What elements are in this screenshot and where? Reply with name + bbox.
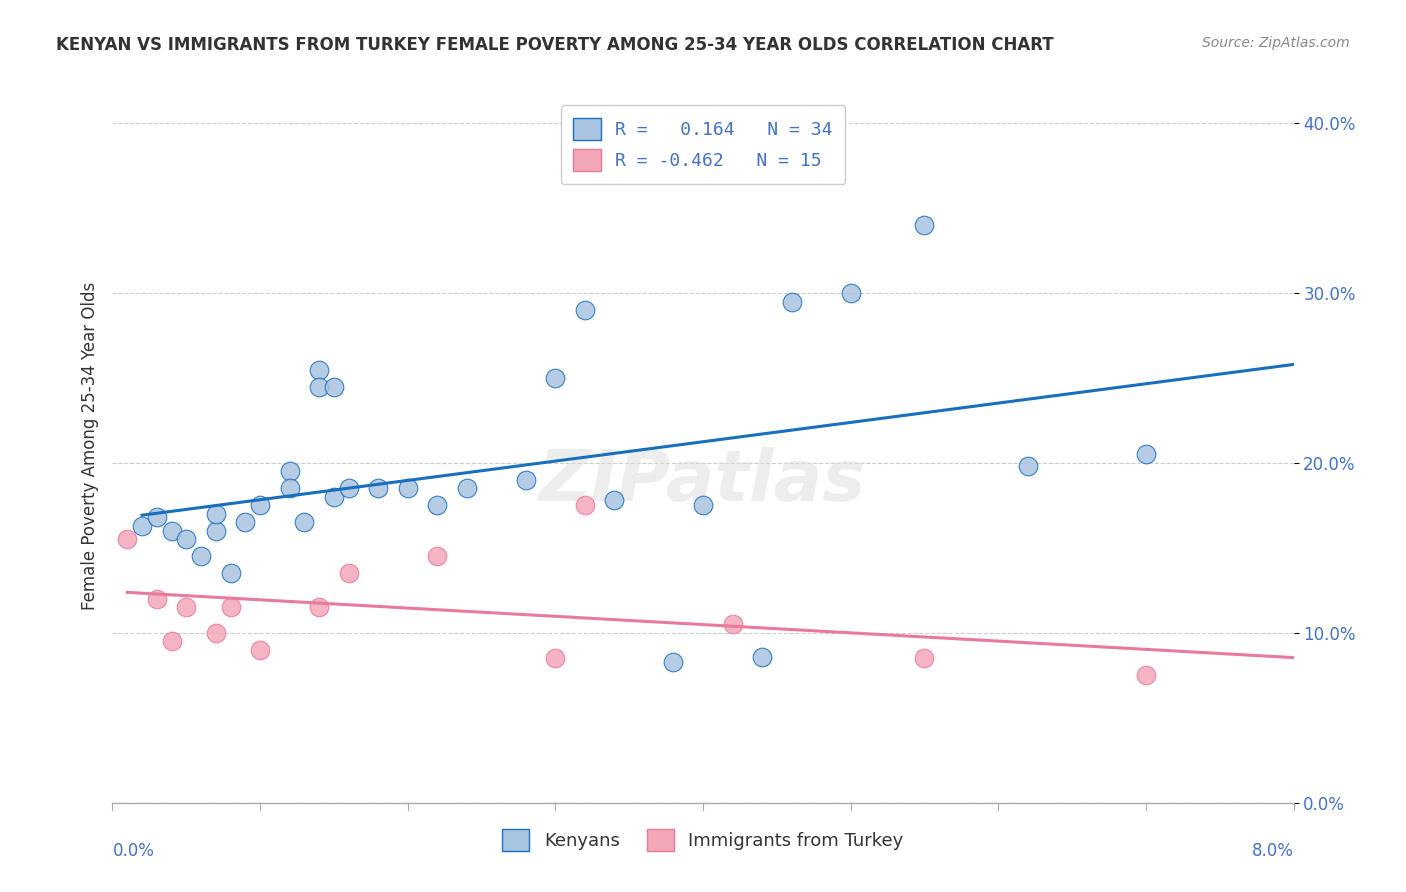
Point — [308, 362, 330, 376]
Point — [160, 524, 183, 538]
Point — [308, 379, 330, 393]
Point — [544, 371, 567, 385]
Point — [914, 651, 936, 665]
Point — [308, 600, 330, 615]
Point — [219, 566, 242, 581]
Point — [456, 482, 478, 496]
Point — [721, 617, 744, 632]
Point — [367, 482, 389, 496]
Text: KENYAN VS IMMIGRANTS FROM TURKEY FEMALE POVERTY AMONG 25-34 YEAR OLDS CORRELATIO: KENYAN VS IMMIGRANTS FROM TURKEY FEMALE … — [56, 36, 1054, 54]
Point — [117, 533, 138, 547]
Point — [146, 510, 169, 524]
Point — [249, 643, 271, 657]
Point — [780, 294, 803, 309]
Point — [544, 651, 567, 665]
Point — [190, 549, 212, 564]
Point — [292, 516, 315, 530]
Point — [603, 493, 626, 508]
Point — [323, 379, 346, 393]
Point — [1135, 668, 1157, 682]
Point — [337, 566, 360, 581]
Point — [1135, 448, 1157, 462]
Point — [426, 549, 449, 564]
Point — [396, 482, 419, 496]
Text: 0.0%: 0.0% — [112, 842, 155, 860]
Point — [205, 626, 228, 640]
Point — [205, 524, 228, 538]
Point — [233, 516, 256, 530]
Point — [131, 519, 153, 533]
Point — [205, 507, 228, 521]
Point — [692, 499, 714, 513]
Text: ZIPatlas: ZIPatlas — [540, 447, 866, 516]
Point — [146, 591, 169, 606]
Point — [914, 218, 936, 232]
Point — [574, 499, 596, 513]
Y-axis label: Female Poverty Among 25-34 Year Olds: Female Poverty Among 25-34 Year Olds — [80, 282, 98, 610]
Point — [426, 499, 449, 513]
Point — [515, 473, 537, 487]
Point — [662, 655, 685, 669]
Point — [337, 482, 360, 496]
Text: 8.0%: 8.0% — [1251, 842, 1294, 860]
Point — [174, 600, 197, 615]
Point — [1017, 459, 1039, 474]
Point — [323, 490, 346, 504]
Point — [574, 303, 596, 318]
Point — [174, 533, 197, 547]
Legend: Kenyans, Immigrants from Turkey: Kenyans, Immigrants from Turkey — [495, 822, 911, 858]
Point — [278, 482, 301, 496]
Point — [839, 286, 862, 301]
Point — [751, 649, 773, 664]
Text: Source: ZipAtlas.com: Source: ZipAtlas.com — [1202, 36, 1350, 50]
Point — [278, 465, 301, 479]
Point — [249, 499, 271, 513]
Point — [160, 634, 183, 648]
Point — [219, 600, 242, 615]
